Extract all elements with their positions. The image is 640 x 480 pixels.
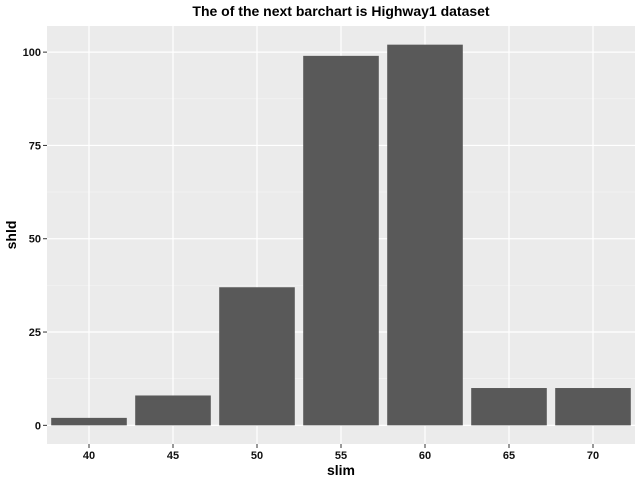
x-tick-label: 60 [419,450,431,462]
bar-55 [303,55,379,426]
y-axis: 0 25 50 75 100 [23,47,47,432]
y-axis-title: shld [3,221,19,250]
y-tick-label: 50 [29,234,41,246]
x-axis: 40 45 50 55 60 65 70 [83,444,599,462]
bar-70 [555,388,631,426]
x-tick-label: 50 [251,450,263,462]
bar-45 [135,395,211,426]
bar-60 [387,44,463,426]
bar-40 [51,417,127,426]
y-tick-label: 25 [29,327,41,339]
x-tick-label: 70 [587,450,599,462]
bar-65 [471,388,547,426]
x-axis-title: slim [327,462,355,478]
chart-title: The of the next barchart is Highway1 dat… [192,3,490,19]
x-tick-label: 65 [503,450,515,462]
x-tick-label: 40 [83,450,95,462]
x-tick-label: 45 [167,450,179,462]
y-tick-label: 0 [35,420,41,432]
bar-50 [219,287,295,426]
y-tick-label: 100 [23,47,41,59]
y-tick-label: 75 [29,140,41,152]
bars [51,44,631,426]
x-tick-label: 55 [335,450,347,462]
